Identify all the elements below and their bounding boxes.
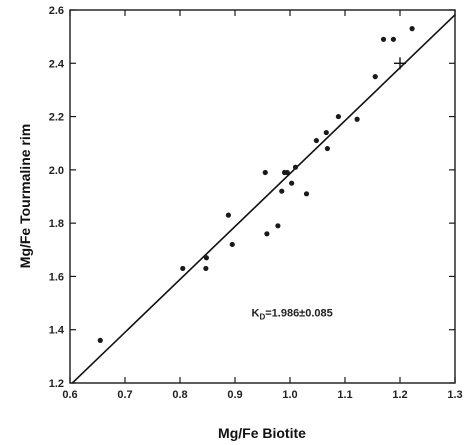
y-tick-label: 1.8 (49, 218, 64, 230)
data-point (335, 113, 341, 120)
data-point (284, 169, 290, 176)
y-tick-label: 1.4 (49, 325, 65, 337)
y-tick-label: 1.2 (49, 378, 64, 390)
x-tick-label: 1.3 (447, 389, 462, 401)
data-points (97, 26, 415, 343)
data-point (229, 241, 235, 248)
data-point (203, 265, 209, 272)
data-point (390, 36, 396, 42)
y-tick-label: 2.0 (49, 165, 64, 177)
data-point (289, 180, 295, 186)
data-point (97, 337, 103, 343)
kd-annotation-sub: D (259, 312, 265, 321)
data-point (409, 26, 415, 32)
data-point (313, 137, 319, 144)
y-tick-label: 2.4 (49, 58, 65, 70)
data-point (262, 169, 268, 176)
data-point (292, 164, 299, 170)
y-tick-label: 1.6 (49, 271, 64, 283)
data-point (323, 129, 329, 136)
x-tick-label: 1.0 (282, 389, 297, 401)
x-tick-label: 0.7 (117, 389, 132, 401)
data-point (264, 231, 270, 237)
x-tick-label: 1.2 (392, 389, 407, 401)
data-point (324, 145, 330, 152)
tick-labels: 0.6 0.7 0.8 0.9 1.0 1.1 1.2 1.3 1.2 1.4 1.6 1.8 2.0 2… (49, 5, 463, 401)
x-tick-label: 0.9 (227, 389, 242, 401)
x-axis-label: Mg/Fe Biotite (218, 425, 306, 441)
data-point (372, 74, 378, 80)
data-point (203, 255, 209, 261)
x-tick-label: 0.6 (62, 389, 77, 401)
kd-annotation-main: K (252, 307, 260, 319)
x-tick-label: 1.1 (337, 389, 352, 401)
cross-marker (394, 57, 406, 70)
data-point (180, 265, 186, 272)
y-tick-label: 2.2 (49, 112, 64, 124)
plot-frame (69, 9, 456, 384)
data-point (354, 116, 360, 122)
kd-annotation: KD=1.986±0.085 (252, 307, 333, 321)
y-axis-label: Mg/Fe Tourmaline rim (17, 124, 33, 268)
data-point (275, 223, 281, 229)
data-point (225, 212, 231, 218)
fit-line (71, 14, 456, 384)
data-point (303, 191, 310, 197)
data-point (380, 36, 387, 42)
kd-annotation-rest: =1.986±0.085 (265, 307, 333, 319)
axis-ticks (69, 9, 456, 384)
y-tick-label: 2.6 (49, 5, 64, 17)
data-point (279, 188, 285, 194)
x-tick-label: 0.8 (172, 389, 187, 401)
